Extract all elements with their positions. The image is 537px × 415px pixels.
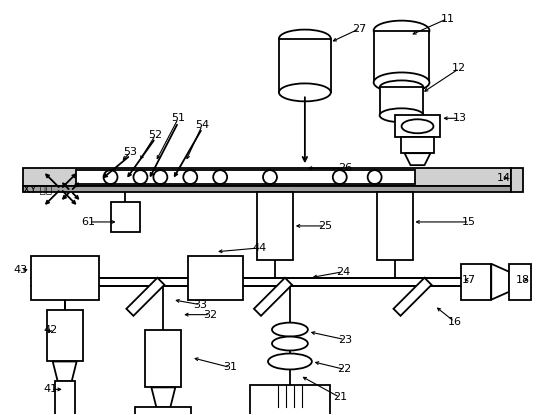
Text: 21: 21 (333, 392, 347, 403)
Polygon shape (151, 387, 175, 408)
Ellipse shape (380, 108, 424, 122)
Ellipse shape (272, 337, 308, 351)
Text: 13: 13 (452, 113, 466, 123)
Text: 15: 15 (462, 217, 476, 227)
Text: 42: 42 (43, 325, 58, 334)
Text: 52: 52 (148, 130, 162, 140)
Ellipse shape (279, 29, 331, 48)
Text: 54: 54 (195, 120, 209, 130)
Ellipse shape (272, 322, 308, 337)
Polygon shape (491, 264, 509, 300)
Text: 18: 18 (516, 275, 530, 285)
Text: 27: 27 (353, 24, 367, 34)
Bar (47, 310, 83, 361)
Text: 16: 16 (447, 317, 461, 327)
Bar (461, 264, 491, 300)
Text: 32: 32 (203, 310, 217, 320)
Ellipse shape (380, 81, 424, 94)
Text: 31: 31 (223, 362, 237, 373)
Bar (254, 278, 292, 316)
Text: 14: 14 (497, 173, 511, 183)
Ellipse shape (268, 354, 312, 369)
Bar (23, 168, 511, 186)
Text: 22: 22 (338, 364, 352, 374)
Ellipse shape (374, 21, 430, 41)
Bar (135, 408, 191, 415)
Bar (23, 186, 511, 192)
Text: XY 运动: XY 运动 (23, 184, 52, 194)
Bar (76, 170, 415, 184)
Bar (257, 192, 293, 260)
Text: 53: 53 (124, 147, 137, 157)
Text: 17: 17 (462, 275, 476, 285)
Bar (394, 278, 432, 316)
Bar (376, 192, 412, 260)
Bar (55, 381, 75, 415)
Bar (401, 137, 434, 153)
Polygon shape (404, 153, 431, 165)
Bar (31, 256, 99, 300)
Ellipse shape (279, 83, 331, 101)
Bar (395, 115, 440, 137)
Text: 43: 43 (14, 265, 28, 275)
Bar (374, 31, 430, 83)
Text: 61: 61 (82, 217, 96, 227)
Bar (509, 264, 531, 300)
Text: 51: 51 (171, 113, 185, 123)
Text: 25: 25 (318, 221, 332, 231)
Text: 24: 24 (336, 267, 350, 277)
Text: 12: 12 (452, 63, 467, 73)
Text: 41: 41 (43, 384, 58, 394)
Bar (380, 88, 424, 115)
Text: 23: 23 (338, 334, 352, 344)
Ellipse shape (374, 73, 430, 93)
Text: 44: 44 (253, 243, 267, 253)
Bar (126, 278, 164, 316)
Bar (146, 330, 182, 387)
Text: 11: 11 (440, 14, 454, 24)
Text: 26: 26 (338, 163, 352, 173)
Polygon shape (53, 361, 77, 381)
Text: 33: 33 (193, 300, 207, 310)
Bar (511, 168, 523, 192)
Bar (111, 202, 141, 232)
Bar (279, 39, 331, 93)
Bar (250, 386, 330, 415)
Bar (188, 256, 243, 300)
Ellipse shape (402, 119, 433, 133)
